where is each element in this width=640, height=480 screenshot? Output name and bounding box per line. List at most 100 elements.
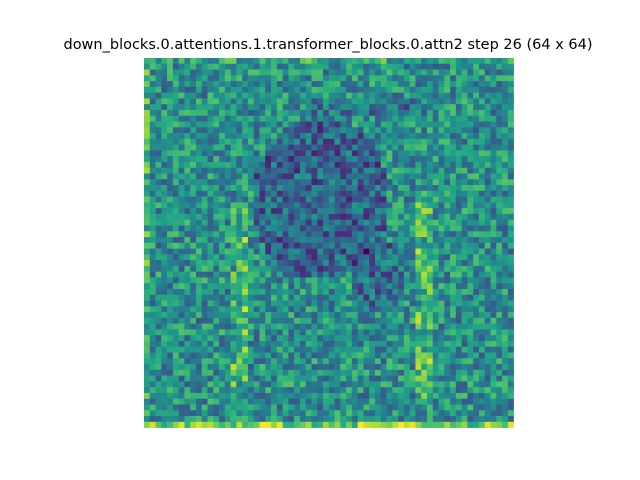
- heatmap-cell: [478, 300, 486, 307]
- heatmap-cell: [190, 225, 197, 232]
- heatmap-cell: [144, 300, 151, 307]
- heatmap-cell: [224, 398, 231, 405]
- heatmap-cell: [161, 161, 168, 169]
- heatmap-cell: [317, 75, 324, 82]
- heatmap-cell: [478, 242, 486, 249]
- heatmap-cell: [230, 421, 237, 428]
- heatmap-cell: [496, 75, 503, 82]
- heatmap-cell: [149, 381, 156, 388]
- heatmap-cell: [294, 133, 301, 140]
- heatmap-cell: [455, 352, 462, 359]
- heatmap-cell: [455, 92, 462, 99]
- heatmap-cell: [334, 202, 341, 209]
- heatmap-cell: [380, 161, 387, 169]
- heatmap-cell: [190, 364, 197, 371]
- heatmap-cell: [496, 265, 503, 272]
- heatmap-cell: [369, 312, 376, 319]
- heatmap-cell: [207, 381, 214, 388]
- heatmap-cell: [276, 92, 283, 99]
- heatmap-cell: [461, 115, 468, 122]
- heatmap-cell: [155, 167, 162, 174]
- heatmap-cell: [207, 387, 214, 394]
- heatmap-cell: [144, 225, 151, 232]
- heatmap-cell: [455, 144, 462, 151]
- heatmap-cell: [253, 260, 260, 267]
- heatmap-cell: [195, 109, 203, 117]
- heatmap-cell: [190, 121, 197, 128]
- heatmap-cell: [276, 381, 283, 388]
- heatmap-cell: [502, 98, 509, 105]
- heatmap-cell: [398, 410, 405, 417]
- heatmap-cell: [311, 121, 318, 128]
- heatmap-cell: [323, 161, 330, 169]
- heatmap-cell: [346, 312, 353, 319]
- heatmap-cell: [409, 81, 416, 88]
- heatmap-cell: [259, 300, 266, 307]
- heatmap-cell: [236, 202, 243, 209]
- heatmap-cell: [426, 190, 434, 197]
- heatmap-cell: [438, 300, 445, 307]
- heatmap-cell: [299, 121, 307, 128]
- heatmap-cell: [224, 387, 231, 394]
- heatmap-cell: [195, 306, 203, 313]
- heatmap-cell: [340, 104, 347, 111]
- heatmap-cell: [502, 75, 509, 82]
- heatmap-cell: [334, 306, 341, 313]
- heatmap-cell: [149, 289, 156, 296]
- heatmap-cell: [496, 109, 503, 117]
- heatmap-cell: [311, 317, 318, 324]
- heatmap-cell: [369, 364, 376, 371]
- heatmap-cell: [144, 404, 151, 411]
- heatmap-cell: [346, 254, 353, 261]
- heatmap-cell: [253, 179, 260, 186]
- heatmap-cell: [438, 219, 445, 226]
- heatmap-cell: [224, 392, 231, 400]
- heatmap-cell: [161, 98, 168, 105]
- heatmap-cell: [253, 392, 260, 400]
- heatmap-cell: [271, 260, 278, 267]
- heatmap-cell: [444, 358, 451, 365]
- heatmap-cell: [236, 86, 243, 93]
- heatmap-cell: [386, 58, 393, 65]
- heatmap-cell: [438, 260, 445, 267]
- heatmap-cell: [369, 138, 376, 145]
- heatmap-cell: [473, 81, 480, 88]
- heatmap-cell: [478, 254, 486, 261]
- heatmap-cell: [299, 248, 307, 255]
- heatmap-cell: [311, 219, 318, 226]
- heatmap-cell: [178, 208, 185, 215]
- heatmap-cell: [276, 196, 283, 203]
- heatmap-cell: [207, 242, 214, 249]
- heatmap-cell: [461, 317, 468, 324]
- heatmap-cell: [161, 271, 168, 278]
- heatmap-cell: [184, 173, 191, 180]
- heatmap-cell: [363, 75, 370, 82]
- heatmap-cell: [311, 289, 318, 296]
- heatmap-cell: [496, 138, 503, 145]
- heatmap-cell: [340, 265, 347, 272]
- heatmap-cell: [369, 127, 376, 134]
- heatmap-cell: [467, 185, 474, 192]
- heatmap-cell: [190, 58, 197, 65]
- heatmap-cell: [478, 179, 486, 186]
- heatmap-cell: [305, 104, 312, 111]
- heatmap-cell: [369, 346, 376, 353]
- heatmap-cell: [386, 364, 393, 371]
- heatmap-cell: [403, 306, 410, 313]
- heatmap-cell: [386, 231, 393, 238]
- heatmap-cell: [311, 179, 318, 186]
- heatmap-cell: [490, 225, 497, 232]
- heatmap-cell: [259, 346, 266, 353]
- heatmap-cell: [502, 335, 509, 342]
- heatmap-cell: [259, 323, 266, 330]
- heatmap-cell: [386, 104, 393, 111]
- heatmap-cell: [265, 213, 272, 221]
- heatmap-cell: [161, 167, 168, 174]
- heatmap-cell: [305, 150, 312, 157]
- heatmap-cell: [242, 63, 249, 70]
- heatmap-cell: [242, 144, 249, 151]
- heatmap-cell: [461, 167, 468, 174]
- heatmap-cell: [149, 161, 156, 169]
- heatmap-cell: [190, 312, 197, 319]
- heatmap-cell: [224, 346, 231, 353]
